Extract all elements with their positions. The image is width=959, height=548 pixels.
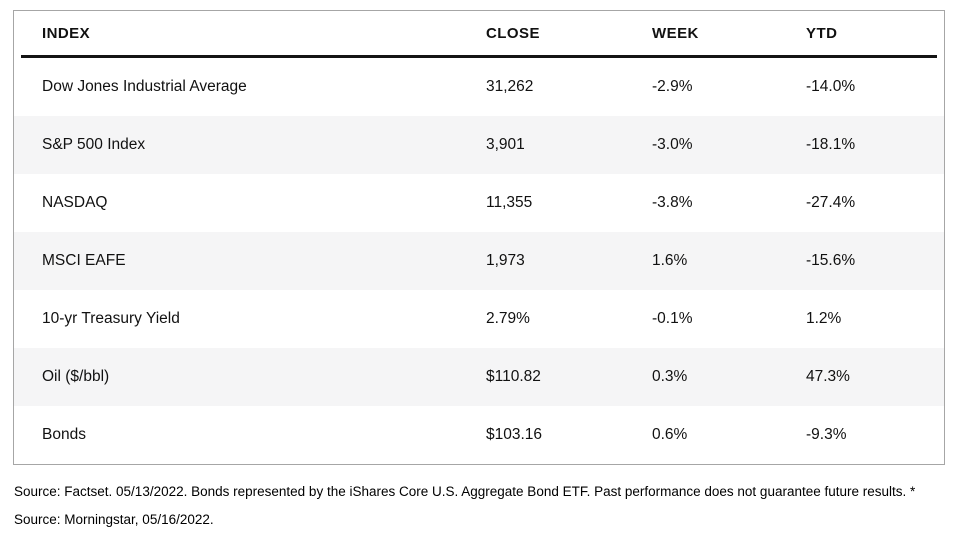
- ytd-cell: 1.2%: [806, 310, 842, 327]
- index-cell: 10-yr Treasury Yield: [42, 310, 180, 327]
- table-row: S&P 500 Index 3,901 -3.0% -18.1%: [14, 116, 944, 174]
- table-body: Dow Jones Industrial Average 31,262 -2.9…: [14, 58, 944, 464]
- close-cell: 31,262: [486, 78, 534, 95]
- close-cell: 2.79%: [486, 310, 530, 327]
- close-cell: 1,973: [486, 252, 525, 269]
- column-header-close: CLOSE: [486, 24, 540, 42]
- ytd-cell: 47.3%: [806, 368, 850, 385]
- table-row: MSCI EAFE 1,973 1.6% -15.6%: [14, 232, 944, 290]
- week-cell: -2.9%: [652, 78, 693, 95]
- ytd-cell: -15.6%: [806, 252, 856, 269]
- table-row: Oil ($/bbl) $110.82 0.3% 47.3%: [14, 348, 944, 406]
- week-cell: 1.6%: [652, 252, 688, 269]
- index-cell: Bonds: [42, 426, 86, 443]
- market-index-table: INDEX CLOSE WEEK YTD Dow Jones Industria…: [13, 10, 945, 465]
- close-cell: 11,355: [486, 194, 533, 211]
- table-header-row: INDEX CLOSE WEEK YTD: [14, 11, 944, 55]
- close-cell: $103.16: [486, 426, 543, 443]
- close-cell: 3,901: [486, 136, 525, 153]
- ytd-cell: -14.0%: [806, 78, 856, 95]
- column-header-index: INDEX: [42, 24, 91, 42]
- table-row: 10-yr Treasury Yield 2.79% -0.1% 1.2%: [14, 290, 944, 348]
- header-divider-rule: [21, 55, 937, 58]
- ytd-cell: -27.4%: [806, 194, 856, 211]
- index-cell: MSCI EAFE: [42, 252, 126, 269]
- column-header-ytd: YTD: [806, 24, 838, 42]
- index-cell: Dow Jones Industrial Average: [42, 78, 247, 95]
- ytd-cell: -9.3%: [806, 426, 847, 443]
- table-row: NASDAQ 11,355 -3.8% -27.4%: [14, 174, 944, 232]
- week-cell: -3.0%: [652, 136, 693, 153]
- table-row: Bonds $103.16 0.6% -9.3%: [14, 406, 944, 464]
- source-footnote: Source: Factset. 05/13/2022. Bonds repre…: [14, 484, 916, 527]
- index-cell: Oil ($/bbl): [42, 368, 110, 385]
- table-row: Dow Jones Industrial Average 31,262 -2.9…: [14, 58, 944, 116]
- ytd-cell: -18.1%: [806, 136, 856, 153]
- week-cell: 0.3%: [652, 368, 688, 385]
- week-cell: -0.1%: [652, 310, 693, 327]
- column-header-week: WEEK: [652, 24, 699, 42]
- close-cell: $110.82: [486, 368, 541, 385]
- week-cell: -3.8%: [652, 194, 693, 211]
- index-cell: NASDAQ: [42, 194, 108, 211]
- index-cell: S&P 500 Index: [42, 136, 146, 153]
- week-cell: 0.6%: [652, 426, 688, 443]
